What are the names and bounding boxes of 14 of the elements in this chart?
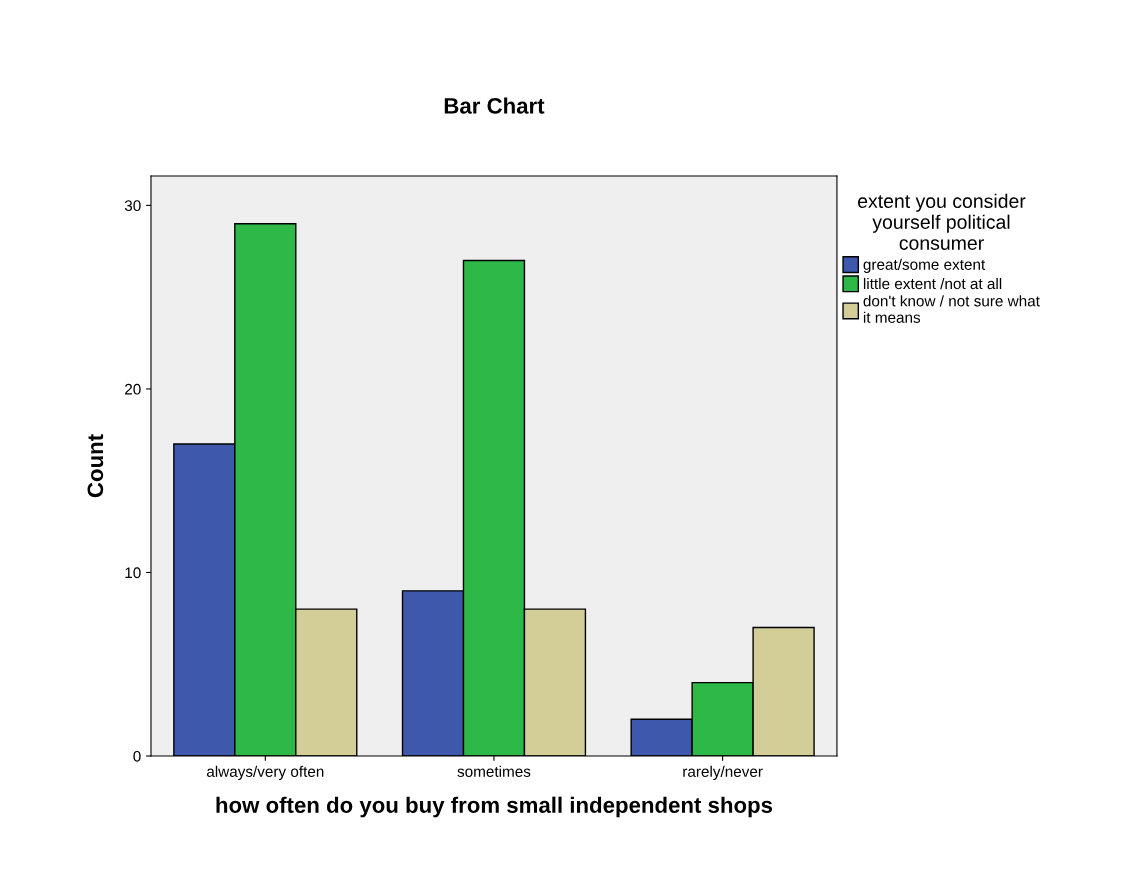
legend-label: little extent /not at all [863, 277, 1002, 290]
legend-label: don't know / not sure what it means [863, 295, 1040, 323]
x-tick-label: always/very often [206, 765, 324, 780]
x-tick-label: sometimes [457, 765, 531, 777]
y-tick-label: 20 [125, 383, 141, 395]
chart-title: Bar Chart [444, 97, 545, 114]
y-axis-title: Count [87, 434, 104, 498]
y-tick-label: 30 [124, 200, 141, 212]
y-tick-label: 10 [125, 567, 141, 579]
y-tick-label: 0 [133, 750, 141, 762]
x-axis-title: how often do you buy from small independent shops [216, 796, 773, 818]
legend-label: great/some extent [863, 258, 986, 273]
legend-title: extent you consider yourself political consumer [858, 193, 1026, 250]
x-tick-label: rarely/never [683, 765, 763, 780]
